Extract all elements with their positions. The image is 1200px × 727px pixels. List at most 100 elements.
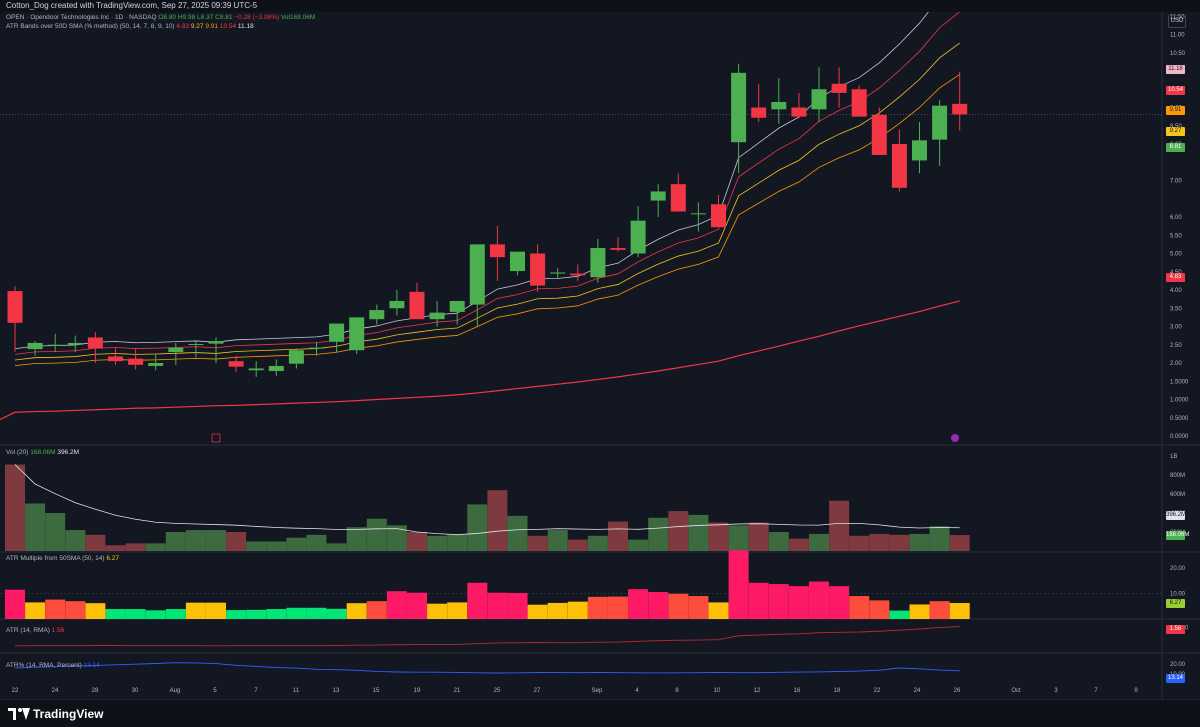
atr-multiple-bar [326,608,347,619]
volume-bar [226,532,247,551]
atr-bands-legend[interactable]: ATR Bands over 50D SMA (% method) (50, 1… [6,23,254,30]
price-tag: 9.91 [1166,105,1185,115]
atr-multiple-bar [145,610,166,619]
time-axis-label: 7 [254,688,258,694]
candle-body [550,272,566,274]
atrp-title[interactable]: ATR% (14, RMA, Percent) [6,662,82,669]
time-axis-label: Sep [592,688,603,694]
atr-multiple-bar [547,602,568,619]
candle-body [228,361,244,367]
candle-body [128,358,144,365]
atr-multiple-bar [447,602,468,619]
volume-bar [45,513,66,551]
volume-bar [909,533,930,551]
atr-multiple-bar [628,589,649,619]
atr-title[interactable]: ATR (14, RMA) [6,627,50,634]
time-axis-label: 5 [213,688,217,694]
atr-multiple-bar [206,602,226,619]
time-axis-label: 16 [794,688,801,694]
atr-multiple-legend[interactable]: ATR Multiple from 50SMA (50, 14) 6.27 [6,555,119,562]
atrp-line [14,662,960,674]
atrp-tick-label: 20.00 [1170,662,1186,668]
atr-multiple-bar [185,602,206,619]
price-tag: 10.54 [1166,85,1185,95]
volume-bar [829,500,850,551]
atr-multiple-tick-label: 10.00 [1170,592,1186,598]
atr-bands-v4: 10.54 [219,23,237,30]
symbol-title[interactable]: OPEN · Opendoor Technologies Inc · 1D · … [6,14,157,21]
volume-title[interactable]: Vol (20) [6,449,29,456]
candle-body [771,102,787,110]
volume-tick-label: 800M [1170,473,1185,479]
atr-value: 1.56 [51,627,65,634]
price-tick-label: 7.00 [1170,179,1182,185]
time-axis-label: 11 [293,688,300,694]
legend-change: −0.28 (−3.08%) [234,14,280,21]
volume-bar [65,530,86,551]
price-tick-label: 1.0000 [1170,398,1189,404]
atr-legend[interactable]: ATR (14, RMA) 1.56 [6,627,64,634]
atr-multiple-bar [266,609,287,619]
atr-bands-title[interactable]: ATR Bands over 50D SMA (% method) (50, 1… [6,23,175,30]
atr-multiple-bar [5,589,25,619]
atr-multiple-title[interactable]: ATR Multiple from 50SMA (50, 14) [6,555,105,562]
candle-body [791,107,807,117]
price-tag: 9.27 [1166,126,1185,136]
candle-body [610,248,626,250]
volume-bar [386,525,407,551]
candle-body [711,204,726,228]
volume-bar [407,532,427,551]
volume-bar [447,534,468,551]
atr-multiple-bar [306,607,327,619]
sma-50-line [0,300,960,421]
time-axis-label: 26 [954,688,961,694]
volume-bar [487,490,508,551]
main-legend[interactable]: OPEN · Opendoor Technologies Inc · 1D · … [6,14,315,21]
candle-body [27,342,43,350]
atr-multiple-bar [407,592,427,619]
atr-multiple-bar [286,607,307,619]
candle-body [449,300,465,312]
atr-multiple-bar [829,586,850,619]
price-tick-label: 1.5000 [1170,379,1189,385]
volume-bar [427,535,448,551]
volume-bar [608,521,628,551]
candle-body [87,337,103,349]
atr-multiple-bar [768,584,789,619]
volume-bar [587,535,608,551]
atr-multiple-bar [25,602,46,619]
atr-multiple-tick-label: 20.00 [1170,566,1186,572]
volume-bar [628,539,649,551]
volume-bar [688,514,709,551]
time-axis-label: 7 [1094,688,1098,694]
volume-ma-line [14,464,960,536]
tradingview-logo[interactable]: TradingView [8,707,103,721]
atr-line [14,626,960,647]
atr-multiple-bar [788,586,809,619]
volume-tag: 396.2M [1166,510,1187,520]
legend-open: O8.80 [158,14,177,21]
volume-bar [889,534,910,551]
candle-body [469,244,485,305]
volume-bar [809,533,829,551]
volume-bar [668,511,689,551]
atr-multiple-bar [668,593,689,619]
candle-body [650,191,666,201]
volume-bar [5,464,25,551]
volume-bar [849,535,870,551]
earnings-marker-icon [211,433,221,443]
volume-bar [467,504,488,551]
price-tick-label: 2.00 [1170,361,1182,367]
candle-body [670,184,686,212]
atr-multiple-bar [125,609,146,619]
atr-multiple-bar [527,604,548,619]
chart-area[interactable]: 12.0011.5011.0010.5010.009.509.008.508.0… [0,12,1200,700]
candle-body [349,317,365,351]
atrp-legend[interactable]: ATR% (14, RMA, Percent) 13.14 [6,662,100,669]
atr-band-9 [14,12,960,355]
volume-bar [929,526,950,551]
currency-button[interactable]: USD [1168,15,1186,28]
volume-bar [507,515,528,551]
volume-legend[interactable]: Vol (20) 168.06M 396.2M [6,449,79,456]
volume-bar [85,534,106,551]
